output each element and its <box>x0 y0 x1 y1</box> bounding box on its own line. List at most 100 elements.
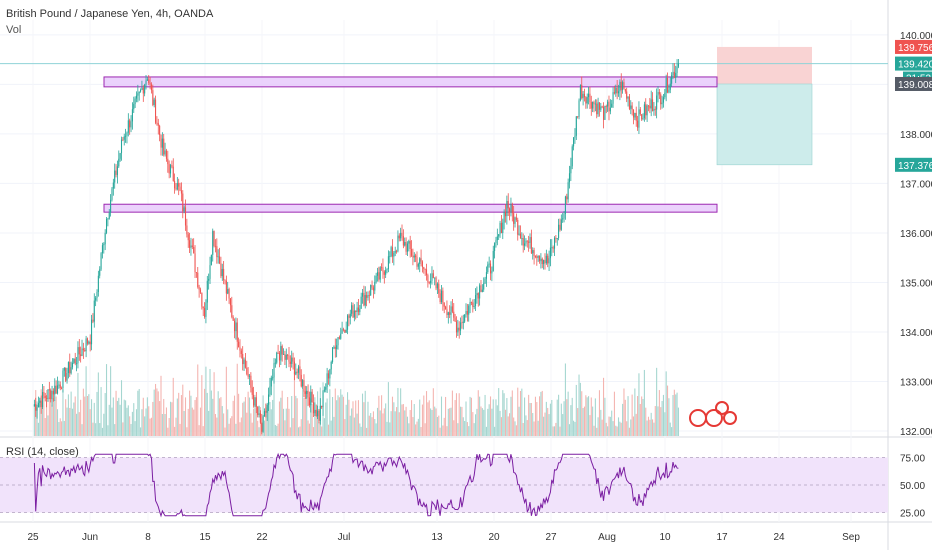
volume-bar <box>524 397 526 436</box>
volume-bar <box>265 407 267 436</box>
volume-bar <box>518 406 520 436</box>
candlesticks[interactable] <box>33 59 679 435</box>
volume-bar <box>323 418 325 436</box>
volume-bar <box>566 399 568 436</box>
time-axis[interactable]: 25 Jun 8 15 22 Jul 13 20 27 Aug 10 17 24 Sep <box>27 532 860 543</box>
volume-bar <box>77 372 79 436</box>
candle-body <box>579 84 581 101</box>
volume-bar <box>581 391 583 436</box>
candle-body <box>402 236 404 246</box>
volume-bar <box>445 396 447 436</box>
volume-bar <box>658 390 660 436</box>
volume-bar <box>484 394 486 436</box>
volume-bar <box>423 395 425 436</box>
volume-bar <box>396 407 398 436</box>
resistance-zone <box>103 76 718 88</box>
volume-bar <box>517 387 519 436</box>
volume-bar <box>223 413 225 436</box>
candle-body <box>248 375 251 377</box>
candle-body <box>283 354 285 355</box>
candle-body <box>560 219 562 230</box>
candle-body <box>604 106 606 120</box>
candle-body <box>563 213 565 219</box>
volume-bar <box>206 392 208 436</box>
candle-body <box>123 136 125 140</box>
volume-bar <box>671 427 673 436</box>
volume-bar <box>430 408 432 436</box>
volume-bar <box>515 425 517 436</box>
candle-body <box>533 250 535 257</box>
candle-body <box>476 293 478 296</box>
candle-body <box>657 92 659 96</box>
candle-body <box>190 245 192 248</box>
volume-bar <box>115 390 117 436</box>
candle-body <box>391 247 394 257</box>
volume-bar <box>559 426 561 436</box>
volume-bar <box>179 423 181 436</box>
candle-body <box>171 165 173 167</box>
candle-body <box>47 389 49 400</box>
volume-bar <box>190 395 192 436</box>
volume-bar <box>379 410 381 436</box>
candle-body <box>242 353 244 365</box>
volume-bar <box>182 384 184 436</box>
candle-body <box>168 164 170 174</box>
candle-body <box>664 92 666 98</box>
candle-body <box>464 314 466 322</box>
volume-bar <box>43 396 45 436</box>
candle-body <box>56 385 59 394</box>
candle-body <box>564 196 566 214</box>
candle-body <box>259 413 261 423</box>
support-resistance-zones[interactable] <box>103 76 718 213</box>
volume-bar <box>244 397 246 436</box>
volume-bar <box>156 388 158 436</box>
candle-body <box>608 101 610 112</box>
candle-body <box>385 270 387 275</box>
volume-bar <box>85 366 87 436</box>
time-tick-label: Sep <box>842 532 860 543</box>
price-axis[interactable]: 140.000139.000138.000137.000136.000135.0… <box>895 31 932 438</box>
candle-body <box>390 247 392 257</box>
candle-body <box>485 272 487 279</box>
candle-body <box>453 311 455 318</box>
volume-bar <box>662 394 664 436</box>
candle-body <box>297 366 300 373</box>
candle-body <box>103 244 105 246</box>
volume-bar <box>95 423 97 436</box>
volume-bar <box>288 408 290 436</box>
candle-body <box>537 255 539 258</box>
candle-body <box>447 312 449 316</box>
candle-body <box>160 134 162 148</box>
candle-body <box>82 348 84 351</box>
candle-body <box>125 135 127 137</box>
candle-body <box>104 232 106 245</box>
candle-body <box>243 359 245 365</box>
short-position-tool[interactable] <box>0 46 888 166</box>
volume-bar <box>503 393 505 436</box>
volume-bar <box>447 408 449 436</box>
volume-bar <box>258 427 260 436</box>
volume-bar <box>390 411 392 436</box>
volume-bar <box>321 426 323 436</box>
volume-bar <box>364 390 366 436</box>
candle-body <box>488 263 490 265</box>
candle-body <box>318 410 320 421</box>
candle-body <box>273 363 275 378</box>
candle-body <box>329 369 331 379</box>
volume-bar <box>142 397 144 436</box>
candle-body <box>419 258 421 264</box>
candle-body <box>263 411 266 417</box>
volume-bar <box>538 396 541 436</box>
candle-body <box>174 180 176 189</box>
volume-bar <box>202 426 204 436</box>
time-tick-label: Aug <box>598 532 616 543</box>
candle-body <box>69 362 71 374</box>
volume-bar <box>660 407 662 436</box>
candle-body <box>496 236 498 241</box>
candle-body <box>334 346 336 350</box>
candle-body <box>416 257 418 267</box>
volume-bar <box>149 418 151 436</box>
candle-body <box>262 416 264 432</box>
